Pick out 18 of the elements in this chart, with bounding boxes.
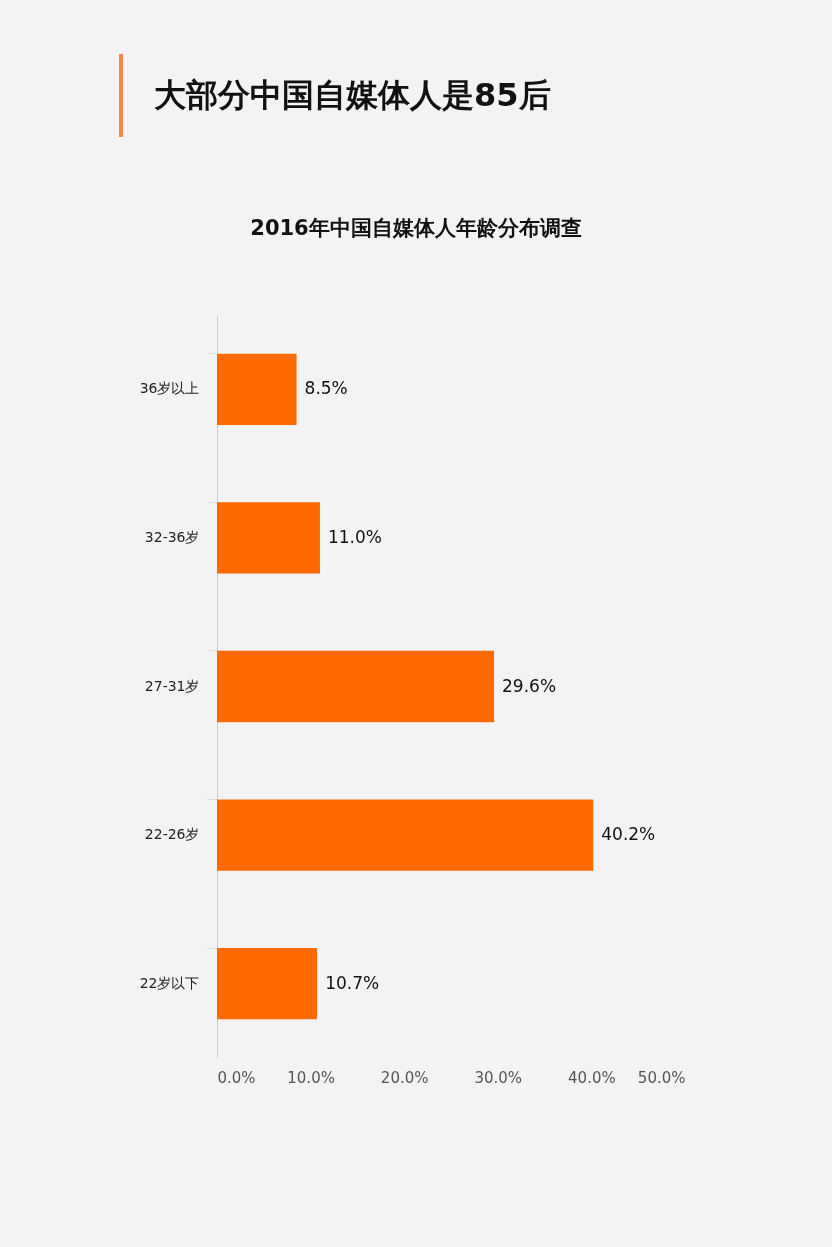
data-label: 29.6% (502, 675, 557, 696)
data-label: 10.7% (325, 972, 380, 993)
chart-title: 大部分中国自媒体人是85后 (154, 75, 551, 116)
data-label: 11.0% (327, 526, 382, 547)
y-tick-label: 32-36岁 (144, 528, 200, 545)
y-tick-label: 22-26岁 (144, 826, 200, 843)
data-label: 40.2% (601, 824, 656, 845)
y-tick-label: 36岁以上 (139, 380, 200, 397)
x-tick-label: 40.0% (568, 1068, 616, 1087)
x-tick-label: 20.0% (380, 1068, 429, 1087)
y-tick-label: 22岁以下 (139, 974, 200, 991)
y-tick-label: 27-31岁 (144, 677, 200, 694)
x-tick-label: 50.0% (637, 1068, 686, 1087)
x-tick-label: 10.0% (287, 1068, 335, 1087)
chart-subtitle: 2016年中国自媒体人年龄分布调查 (249, 215, 583, 242)
data-label: 8.5% (304, 378, 348, 399)
x-tick-label: 0.0% (217, 1068, 256, 1087)
x-tick-label: 30.0% (474, 1068, 523, 1087)
